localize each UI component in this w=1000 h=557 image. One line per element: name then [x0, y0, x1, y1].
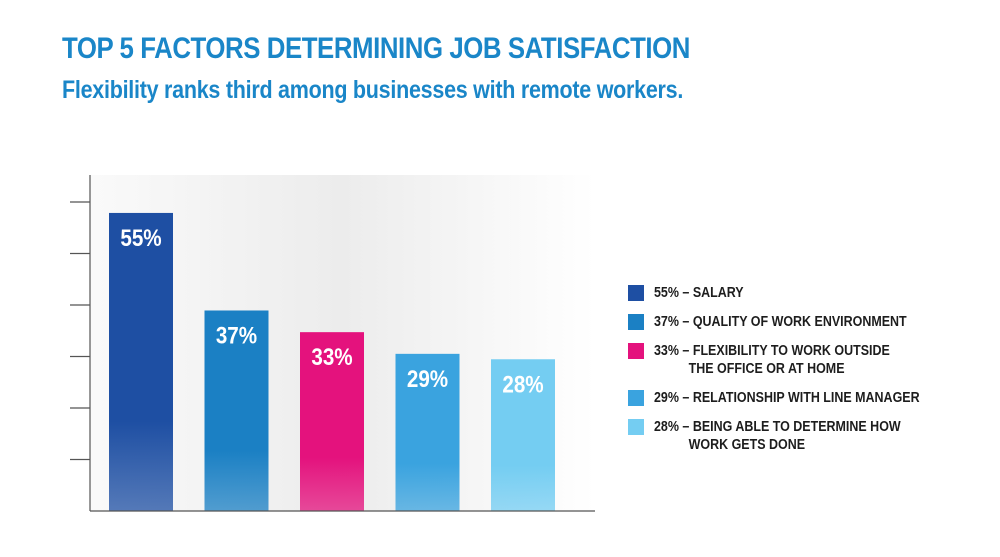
axes-group	[70, 175, 595, 512]
chart-subtitle: Flexibility ranks third among businesses…	[62, 76, 684, 104]
legend-swatch	[628, 419, 644, 435]
bar-label-4: 29%	[407, 365, 448, 392]
bar-2	[204, 310, 269, 511]
legend-swatch	[628, 285, 644, 301]
bar-label-2: 37%	[216, 322, 257, 349]
bar-4	[395, 353, 460, 511]
legend-swatch	[628, 314, 644, 330]
legend-swatch	[628, 343, 644, 359]
legend-label: 37% – QUALITY OF WORK ENVIRONMENT	[654, 314, 907, 330]
bars-group: 55% 37% 33% 29% 28%	[109, 212, 555, 511]
bar-3	[300, 332, 364, 511]
legend-item: 55% – SALARY	[628, 284, 968, 302]
legend-item: 37% – QUALITY OF WORK ENVIRONMENT	[628, 313, 968, 331]
legend-label: 55% – SALARY	[654, 285, 744, 301]
bar-label-5: 28%	[502, 371, 543, 398]
legend-swatch	[628, 390, 644, 406]
bar-label-1: 55%	[120, 224, 161, 251]
bar-label-3: 33%	[311, 344, 352, 371]
legend-label: 29% – RELATIONSHIP WITH LINE MANAGER	[654, 390, 920, 406]
legend-label: 33% – FLEXIBILITY TO WORK OUTSIDE THE OF…	[654, 343, 890, 377]
bar-1	[109, 212, 173, 511]
bar-5	[491, 359, 555, 511]
legend-item: 33% – FLEXIBILITY TO WORK OUTSIDE THE OF…	[628, 342, 968, 378]
legend-item: 28% – BEING ABLE TO DETERMINE HOW WORK G…	[628, 418, 968, 454]
legend-label: 28% – BEING ABLE TO DETERMINE HOW WORK G…	[654, 419, 901, 453]
legend-item: 29% – RELATIONSHIP WITH LINE MANAGER	[628, 389, 968, 407]
chart-title: TOP 5 FACTORS DETERMINING JOB SATISFACTI…	[62, 32, 690, 65]
legend: 55% – SALARY 37% – QUALITY OF WORK ENVIRO…	[628, 284, 968, 465]
